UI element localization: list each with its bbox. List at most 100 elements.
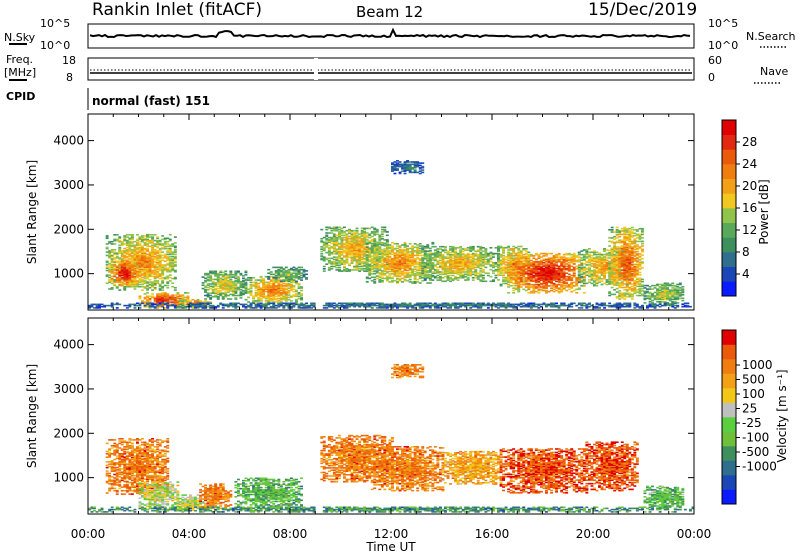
data-cell [527, 278, 531, 280]
data-cell [393, 262, 397, 265]
data-cell [474, 258, 478, 261]
data-cell [163, 307, 167, 309]
data-cell [136, 251, 139, 253]
data-cell [254, 285, 258, 287]
data-cell [542, 264, 546, 266]
data-cell [338, 247, 341, 249]
data-cell [297, 266, 301, 269]
data-cell [504, 264, 508, 266]
data-cell [146, 257, 149, 259]
data-cell [108, 264, 112, 266]
data-cell [151, 249, 154, 251]
data-cell [421, 258, 425, 261]
data-cell [358, 263, 362, 265]
data-cell [428, 258, 432, 261]
data-cell [234, 286, 238, 289]
data-cell [130, 245, 134, 248]
data-cell [560, 257, 564, 259]
data-cell [476, 257, 480, 259]
data-cell [411, 268, 415, 270]
data-cell [557, 287, 561, 289]
data-cell [598, 280, 601, 282]
data-cell [113, 234, 117, 236]
data-cell [143, 305, 147, 308]
data-cell [136, 242, 139, 244]
data-cell [128, 269, 132, 272]
data-cell [360, 256, 364, 258]
data-cell [133, 254, 137, 257]
data-cell [353, 259, 356, 262]
data-cell [118, 244, 122, 246]
data-cell [158, 239, 162, 242]
data-cell [454, 262, 457, 264]
data-cell [136, 252, 139, 254]
data-cell [146, 238, 149, 241]
data-cell [113, 258, 117, 260]
data-cell [572, 260, 576, 263]
data-cell [163, 277, 167, 280]
data-cell [151, 285, 154, 288]
data-cell [439, 266, 442, 269]
data-cell [348, 244, 351, 247]
data-cell [338, 266, 341, 269]
data-cell [348, 246, 351, 248]
data-cell [590, 274, 594, 277]
data-cell [338, 231, 341, 233]
data-cell [560, 285, 564, 287]
data-cell [605, 265, 609, 267]
data-cell [600, 258, 604, 260]
data-cell [158, 269, 162, 272]
data-cell [517, 289, 521, 292]
data-cell [588, 261, 591, 264]
data-cell [295, 274, 298, 277]
data-cell [469, 260, 473, 263]
data-cell [479, 263, 483, 265]
data-cell [282, 285, 286, 287]
data-cell [545, 286, 548, 288]
data-cell [156, 246, 160, 249]
data-cell [603, 248, 606, 250]
data-cell [287, 298, 291, 301]
data-cell [396, 266, 399, 268]
data-cell [161, 257, 165, 259]
data-cell [593, 273, 596, 275]
data-cell [166, 257, 170, 259]
data-cell [110, 250, 114, 252]
data-cell [153, 239, 157, 242]
data-cell [441, 260, 445, 263]
data-cell [540, 263, 543, 265]
data-cell [529, 273, 533, 276]
data-cell [363, 264, 367, 267]
data-cell [120, 253, 124, 256]
data-cell [257, 288, 261, 291]
data-cell [338, 259, 341, 262]
data-cell [216, 295, 220, 298]
data-cell [343, 255, 346, 257]
data-cell [133, 240, 137, 243]
data-cell [365, 268, 369, 270]
data-cell [133, 260, 137, 263]
data-cell [567, 268, 571, 271]
data-cell [416, 246, 420, 249]
data-cell [481, 278, 485, 280]
data-cell [446, 272, 450, 274]
data-cell [421, 248, 425, 250]
data-cell [595, 256, 599, 258]
data-cell [355, 262, 359, 264]
data-cell [524, 271, 528, 273]
data-cell [216, 277, 220, 280]
data-cell [449, 272, 452, 274]
data-cell [335, 259, 339, 262]
data-cell [565, 282, 569, 285]
data-cell [509, 284, 513, 287]
data-cell [264, 287, 268, 289]
data-cell [168, 270, 172, 273]
data-cell [582, 272, 586, 274]
data-cell [226, 275, 230, 277]
data-cell [196, 307, 200, 309]
data-cell [244, 284, 248, 286]
data-cell [517, 281, 521, 284]
data-cell [524, 272, 528, 274]
data-cell [130, 265, 134, 267]
data-cell [527, 292, 531, 294]
